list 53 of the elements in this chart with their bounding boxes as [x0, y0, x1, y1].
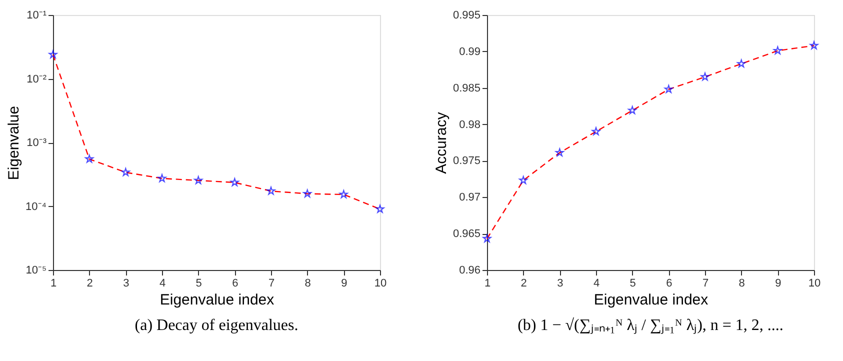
- x-tick-label: 8: [304, 278, 311, 290]
- x-tick-label: 10: [808, 278, 821, 290]
- point: [121, 168, 130, 176]
- point: [810, 41, 818, 50]
- x-tick-label: 2: [520, 278, 527, 290]
- point: [555, 148, 564, 156]
- point: [737, 59, 746, 68]
- y-tick-label: 10⁻⁴: [26, 200, 47, 213]
- y-tick-label: 0.97: [459, 192, 480, 204]
- y-axis-title: Eigenvalue: [6, 106, 23, 180]
- x-tick-label: 8: [738, 278, 745, 290]
- y-tick-label: 0.98: [459, 118, 480, 131]
- y-tick-label: 0.995: [452, 10, 480, 22]
- x-tick-label: 7: [702, 278, 709, 290]
- point: [48, 50, 58, 58]
- point: [303, 189, 312, 198]
- x-tick-label: 10: [374, 278, 387, 290]
- y-tick-label: 0.99: [459, 46, 480, 58]
- x-axis-title: Eigenvalue index: [160, 292, 275, 308]
- x-tick-label: 5: [630, 278, 636, 290]
- x-tick-label: 9: [341, 278, 348, 290]
- point: [85, 154, 94, 163]
- x-tick-label: 3: [557, 278, 564, 290]
- point: [664, 84, 673, 93]
- point: [266, 186, 276, 195]
- y-tick-label: 10⁻²: [26, 73, 47, 86]
- x-tick-label: 9: [775, 278, 782, 290]
- x-tick-label: 1: [484, 278, 491, 290]
- point: [773, 46, 782, 54]
- x-tick-label: 3: [123, 278, 130, 290]
- x-tick-label: 2: [86, 278, 93, 290]
- y-tick-label: 0.975: [452, 155, 480, 168]
- x-tick-label: 4: [593, 278, 600, 290]
- x-tick-label: 5: [196, 278, 202, 290]
- text: (b) 1 − √(∑ⱼ₌ₙ₊₁ᴺ λⱼ / ∑ⱼ₌₁ᴺ λⱼ), n = 1, 2, ....: [518, 317, 784, 334]
- x-tick-label: 6: [666, 278, 672, 290]
- y-tick-label: 10⁻¹: [26, 10, 47, 22]
- x-tick-label: 1: [50, 278, 57, 290]
- point: [482, 234, 492, 242]
- x-tick-label: 7: [268, 278, 275, 290]
- x-axis-title: Eigenvalue index: [594, 292, 709, 308]
- y-tick-label: 0.965: [452, 228, 480, 240]
- y-tick-label: 0.96: [459, 264, 480, 276]
- point: [519, 176, 528, 184]
- y-tick-label: 0.985: [452, 82, 480, 94]
- text: (a) Decay of eigenvalues.: [134, 317, 298, 334]
- y-axis-title: Accuracy: [432, 112, 450, 174]
- x-tick-label: 4: [159, 278, 166, 290]
- y-tick-label: 10⁻³: [26, 137, 47, 149]
- y-tick-label: 10⁻⁵: [26, 264, 46, 276]
- point: [376, 204, 384, 213]
- point: [592, 127, 600, 136]
- x-tick-label: 6: [232, 278, 238, 290]
